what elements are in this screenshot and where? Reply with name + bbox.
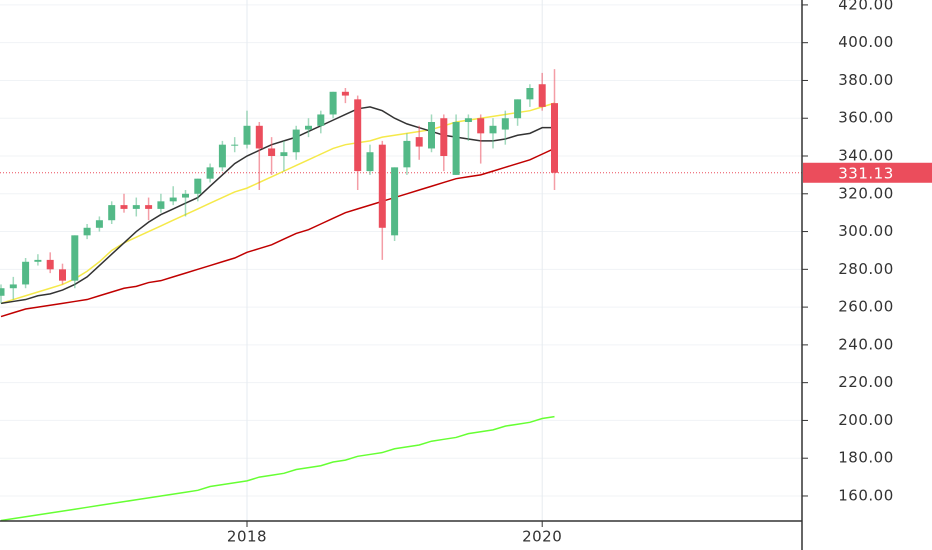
last-price-label: 331.13 [838,164,894,182]
candle-body [71,235,79,281]
candle-body [243,125,251,145]
candle-body [514,99,522,119]
candle-body [378,144,386,228]
candle-body [83,227,91,236]
moving-averages [0,102,555,522]
candle-body [415,137,423,147]
candle-body [268,148,276,157]
candle-body [9,284,17,289]
candle-body [501,118,509,130]
candle-body [477,118,485,134]
y-tick-label: 320.00 [838,184,894,202]
candle-body [182,193,189,198]
candle-body [132,205,140,209]
y-tick-label: 200.00 [838,411,894,429]
moving-average-line [0,102,555,305]
candle-body [157,201,165,209]
candle-body [34,259,42,262]
y-tick-label: 360.00 [838,109,894,127]
x-tick-label: 2018 [227,528,267,546]
candle-body [526,88,534,100]
y-tick-label: 160.00 [838,486,894,504]
y-tick-label: 300.00 [838,222,894,240]
candle-body [366,152,374,172]
candle-body [489,125,497,134]
candle-body [292,129,300,153]
candle-body [538,84,546,107]
candle-body [95,220,103,228]
y-tick-label: 340.00 [838,147,894,165]
candle-body [280,152,288,157]
last-price-box [803,162,932,183]
candle-body [305,125,312,130]
candle-body [231,144,239,146]
candle-body [206,167,214,179]
candle-body [46,259,54,270]
candle-body [329,91,337,115]
candle-body [428,122,435,149]
candle-body [341,91,349,96]
y-tick-label: 220.00 [838,373,894,391]
candle-body [120,205,128,209]
candle-body [59,269,66,281]
candle-body [452,122,460,175]
x-tick-label: 2020 [522,528,562,546]
candle-body [194,178,202,194]
y-tick-label: 180.00 [838,449,894,467]
candle-body [22,261,30,285]
candle-body [145,205,153,209]
candle-body [403,140,411,168]
candle-body [440,118,448,157]
moving-average-line [0,415,555,522]
candle-body [169,197,177,202]
y-tick-label: 240.00 [838,335,894,353]
candle-body [354,99,362,172]
y-tick-label: 260.00 [838,298,894,316]
candle-body [391,167,399,236]
candle-body [218,144,226,168]
candles [0,69,558,304]
candle-body [255,125,263,149]
candle-body [317,114,325,126]
candle-body [0,288,5,296]
moving-average-line [0,147,555,318]
y-tick-label: 400.00 [838,33,894,51]
y-tick-label: 280.00 [838,260,894,278]
grid [0,0,802,521]
moving-average-line [0,106,555,305]
y-tick-label: 380.00 [838,71,894,89]
y-tick-label: 420.00 [838,0,894,13]
candle-body [108,205,116,221]
candle-body [464,118,472,123]
candle-body [551,103,558,173]
